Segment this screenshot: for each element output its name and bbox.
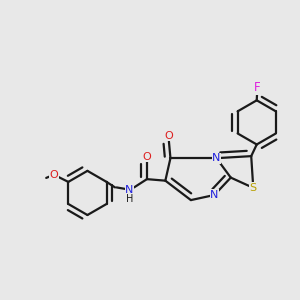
Text: S: S (250, 183, 257, 193)
Text: N: N (212, 153, 220, 163)
Text: O: O (164, 131, 173, 141)
Text: H: H (126, 194, 133, 204)
Text: N: N (210, 190, 219, 200)
Text: F: F (254, 81, 261, 94)
Text: O: O (142, 152, 151, 162)
Text: O: O (50, 169, 58, 179)
Text: N: N (125, 185, 134, 195)
